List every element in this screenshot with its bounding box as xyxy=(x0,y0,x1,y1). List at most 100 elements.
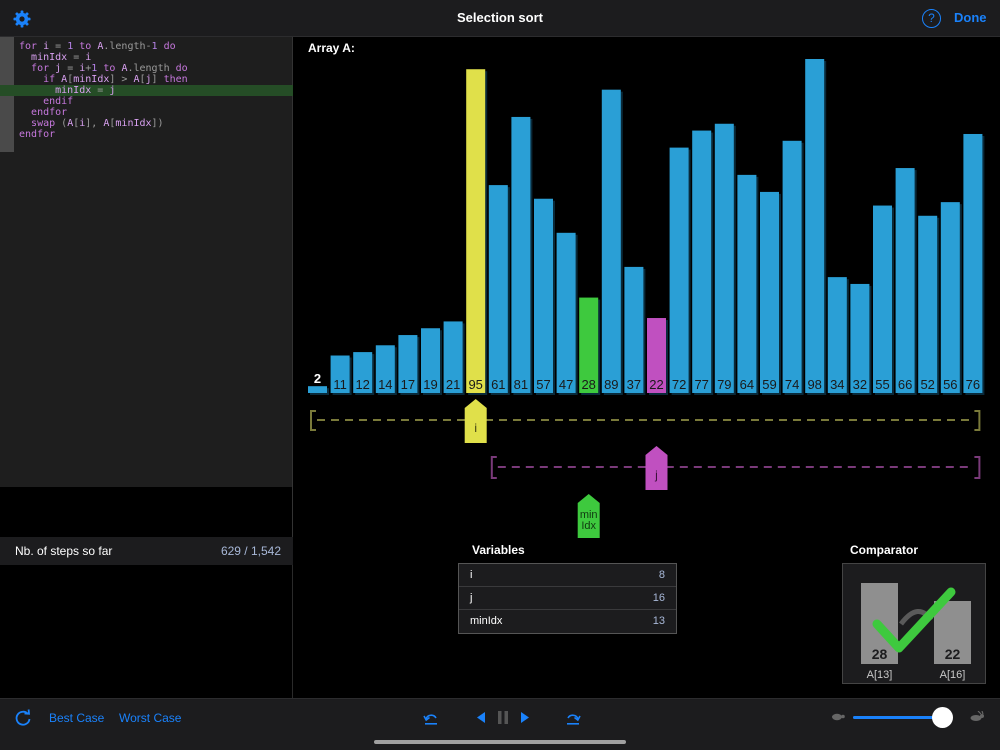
array-bar xyxy=(488,185,508,393)
steps-counter: Nb. of steps so far 629 / 1,542 xyxy=(0,537,293,565)
j-pointer-label: j xyxy=(654,468,658,482)
bar-value-label: 56 xyxy=(943,377,957,392)
reset-icon[interactable] xyxy=(14,709,32,727)
window-title: Selection sort xyxy=(457,10,543,25)
bar-value-label: 64 xyxy=(740,377,754,392)
comparator-panel: 28 22 A[13] A[16] xyxy=(842,563,986,684)
bar-value-label: 17 xyxy=(401,377,415,392)
array-bar xyxy=(353,352,373,393)
array-bar xyxy=(669,147,689,393)
bar-value-label: 76 xyxy=(966,377,980,392)
worst-case-button[interactable]: Worst Case xyxy=(119,711,182,725)
code-line: for j = i+1 to A.length do xyxy=(31,63,188,74)
checkmark-icon xyxy=(872,587,956,653)
speed-slider[interactable] xyxy=(853,707,953,728)
bar-value-label: 81 xyxy=(514,377,528,392)
variable-value: 16 xyxy=(652,592,665,604)
variable-value: 13 xyxy=(652,615,665,627)
array-bar xyxy=(850,283,870,393)
array-bar xyxy=(579,297,599,393)
variable-name: j xyxy=(470,592,473,604)
variable-row-i: i 8 xyxy=(459,564,676,587)
j-range-bracket xyxy=(490,456,981,479)
array-bar xyxy=(375,345,395,393)
bar-value-label: 19 xyxy=(423,377,437,392)
array-bar xyxy=(601,89,621,394)
bar-value-label: 34 xyxy=(830,377,844,392)
code-panel: for i = 1 to A.length-1 do minIdx = i fo… xyxy=(0,37,293,487)
bar-value-label: 66 xyxy=(898,377,912,392)
code-line: for i = 1 to A.length-1 do xyxy=(19,41,176,52)
comparator-right-value: 22 xyxy=(945,646,961,662)
bar-value-label: 47 xyxy=(559,377,573,392)
variables-title: Variables xyxy=(472,543,525,557)
minidx-pointer-label: min xyxy=(580,509,598,521)
array-bar xyxy=(443,321,463,393)
code-line: endif xyxy=(43,96,74,107)
j-pointer xyxy=(645,446,668,490)
gear-icon[interactable] xyxy=(12,9,32,29)
left-panel-spacer xyxy=(0,487,293,537)
comparator-right-label: A[16] xyxy=(940,669,966,681)
bar-value-label: 55 xyxy=(875,377,889,392)
array-bar xyxy=(895,168,915,393)
turtle-icon xyxy=(832,713,845,721)
best-case-button[interactable]: Best Case xyxy=(49,711,105,725)
help-icon[interactable]: ? xyxy=(922,9,941,28)
comparator-title: Comparator xyxy=(850,543,919,557)
speed-slider-thumb[interactable] xyxy=(932,707,953,728)
bar-value-label: 37 xyxy=(627,377,641,392)
home-indicator xyxy=(374,740,626,744)
code-line: minIdx = i xyxy=(31,52,92,63)
bar-value-label: 59 xyxy=(762,377,776,392)
bar-value-label: 77 xyxy=(694,377,708,392)
done-button[interactable]: Done xyxy=(954,10,987,25)
bar-value-label: 11 xyxy=(333,377,347,392)
array-bar xyxy=(466,69,486,393)
comparator-left-value: 28 xyxy=(872,646,888,662)
bar-value-label: 79 xyxy=(717,377,731,392)
code-line: minIdx = j xyxy=(0,85,293,96)
i-pointer-label: i xyxy=(474,421,477,435)
array-bar xyxy=(692,130,712,394)
code-line: swap (A[i], A[minIdx]) xyxy=(31,118,164,129)
array-bar xyxy=(398,335,418,393)
array-bar xyxy=(805,59,825,393)
bar-value-label: 12 xyxy=(355,377,369,392)
bar-value-label: 57 xyxy=(536,377,550,392)
comparator-left-label: A[13] xyxy=(867,669,893,681)
variable-name: i xyxy=(470,569,473,581)
array-bar xyxy=(714,123,734,394)
steps-label: Nb. of steps so far xyxy=(15,544,113,558)
minidx-pointer-label: Idx xyxy=(581,520,596,532)
pause-icon xyxy=(498,711,508,724)
array-bar xyxy=(308,386,327,393)
array-bar xyxy=(873,205,892,393)
previous-icon[interactable] xyxy=(475,711,487,724)
bar-value-label: 61 xyxy=(491,377,505,392)
array-bar xyxy=(737,174,757,393)
bar-value-label: 95 xyxy=(468,377,482,392)
code-line: endfor xyxy=(31,107,68,118)
array-bar xyxy=(647,318,666,393)
i-pointer xyxy=(464,399,487,443)
array-bar xyxy=(918,215,938,393)
bar-value-label: 98 xyxy=(807,377,821,392)
i-range-bracket xyxy=(310,410,981,431)
bar-value-label: 32 xyxy=(853,377,867,392)
bar-value-label: 14 xyxy=(378,377,392,392)
bar-value-label: 28 xyxy=(581,377,595,392)
code-line: if A[minIdx] > A[j] then xyxy=(43,74,188,85)
bar-value-label: 89 xyxy=(604,377,618,392)
panel-divider xyxy=(292,565,293,698)
array-bar xyxy=(760,191,779,393)
step-forward-icon[interactable] xyxy=(565,710,581,726)
variable-name: minIdx xyxy=(470,615,503,627)
variables-table: i 8 j 16 minIdx 13 xyxy=(458,563,677,634)
array-bar xyxy=(534,198,553,393)
variable-value: 8 xyxy=(658,569,665,581)
array-bar xyxy=(624,266,644,393)
bar-value-label: 74 xyxy=(785,377,799,392)
next-icon[interactable] xyxy=(519,711,531,724)
step-back-icon[interactable] xyxy=(423,710,439,726)
